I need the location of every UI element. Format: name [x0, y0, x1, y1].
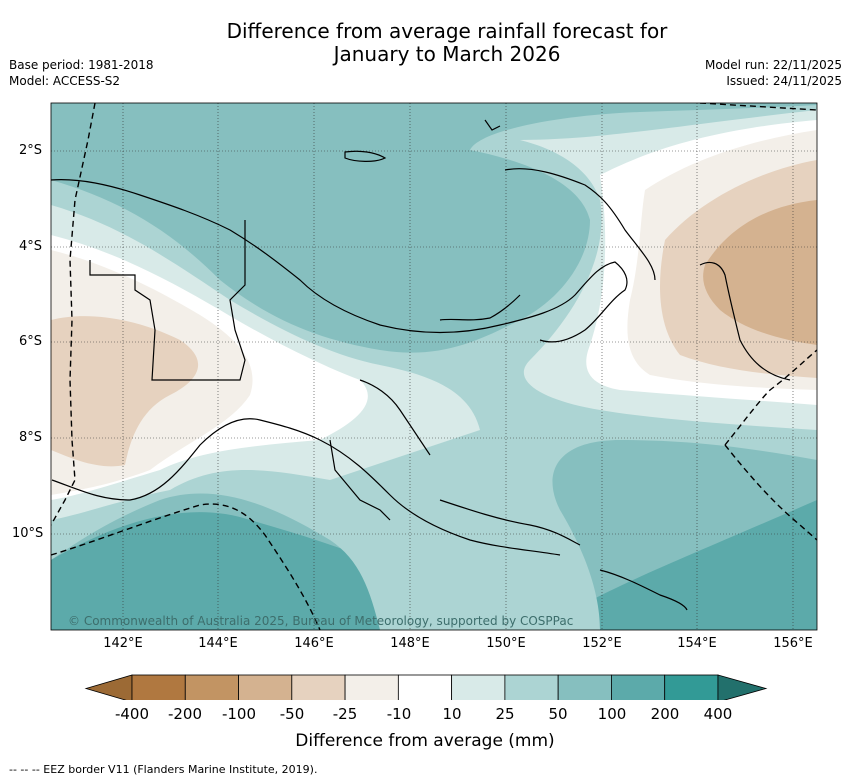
colorbar-segment	[238, 674, 293, 700]
lon-label: 142°E	[103, 636, 143, 651]
title-line-2: January to March 2026	[333, 42, 561, 66]
model-run: Model run: 22/11/2025	[704, 58, 842, 72]
colorbar-segment	[611, 674, 666, 700]
band-100-200-southeast	[540, 500, 817, 630]
copyright-notice: © Commonwealth of Australia 2025, Bureau…	[68, 614, 574, 628]
lat-label: 10°S	[12, 526, 44, 541]
colorbar-tick: 10	[442, 705, 462, 723]
colorbar-segment	[504, 674, 559, 700]
lon-label: 144°E	[198, 636, 238, 651]
coastline	[51, 119, 791, 611]
lat-label: 4°S	[19, 239, 43, 254]
base-period: Base period: 1981-2018	[9, 58, 154, 72]
issued-date: Issued: 24/11/2025	[726, 74, 842, 88]
colorbar-segment	[344, 674, 399, 700]
colorbar-tick: -25	[332, 705, 358, 723]
band-minus25-west	[51, 316, 199, 467]
model-name: Model: ACCESS-S2	[9, 74, 121, 88]
colorbar-tick: 50	[548, 705, 568, 723]
colorbar-tick: -200	[167, 705, 203, 723]
lon-label: 148°E	[390, 636, 430, 651]
colorbar-segment	[131, 674, 186, 700]
lon-label: 150°E	[486, 636, 526, 651]
colorbar-segment	[451, 674, 506, 700]
colorbar-tick: 25	[495, 705, 515, 723]
colorbar-tick: -50	[279, 705, 305, 723]
lon-label: 146°E	[294, 636, 334, 651]
map-title: Difference from average rainfall forecas…	[0, 20, 850, 66]
colorbar-title: Difference from average (mm)	[295, 731, 555, 751]
lat-label: 6°S	[19, 334, 43, 349]
lon-label: 156°E	[773, 636, 813, 651]
colorbar-extend-high	[717, 674, 768, 700]
rainfall-map	[50, 102, 818, 700]
map-field	[51, 103, 817, 630]
title-line-1: Difference from average rainfall forecas…	[226, 19, 668, 43]
lat-label: 2°S	[19, 143, 43, 158]
colorbar-tick: 200	[650, 705, 680, 723]
colorbar-extend-low	[84, 674, 133, 700]
meta-right: Model run: 22/11/2025 Issued: 24/11/2025	[705, 57, 842, 89]
meta-left: Base period: 1981-2018 Model: ACCESS-S2	[9, 57, 154, 89]
colorbar-tick: 100	[597, 705, 627, 723]
colorbar-tick: -100	[221, 705, 257, 723]
map-frame	[50, 102, 818, 631]
colorbar-tick: -10	[386, 705, 412, 723]
eez-border	[51, 103, 817, 630]
colorbar-segment	[664, 674, 719, 700]
eez-footnote: -- -- -- EEZ border V11 (Flanders Marine…	[9, 763, 318, 776]
colorbar-segment	[291, 674, 346, 700]
lon-label: 152°E	[582, 636, 622, 651]
colorbar	[84, 674, 768, 700]
lat-label: 8°S	[19, 430, 43, 445]
band-minus50-east	[703, 200, 817, 345]
colorbar-segment	[397, 674, 453, 700]
lon-label: 154°E	[677, 636, 717, 651]
colorbar-tick: 400	[703, 705, 733, 723]
colorbar-segment	[557, 674, 612, 700]
graticule	[51, 103, 817, 630]
colorbar-segment	[184, 674, 239, 700]
colorbar-tick: -400	[114, 705, 150, 723]
